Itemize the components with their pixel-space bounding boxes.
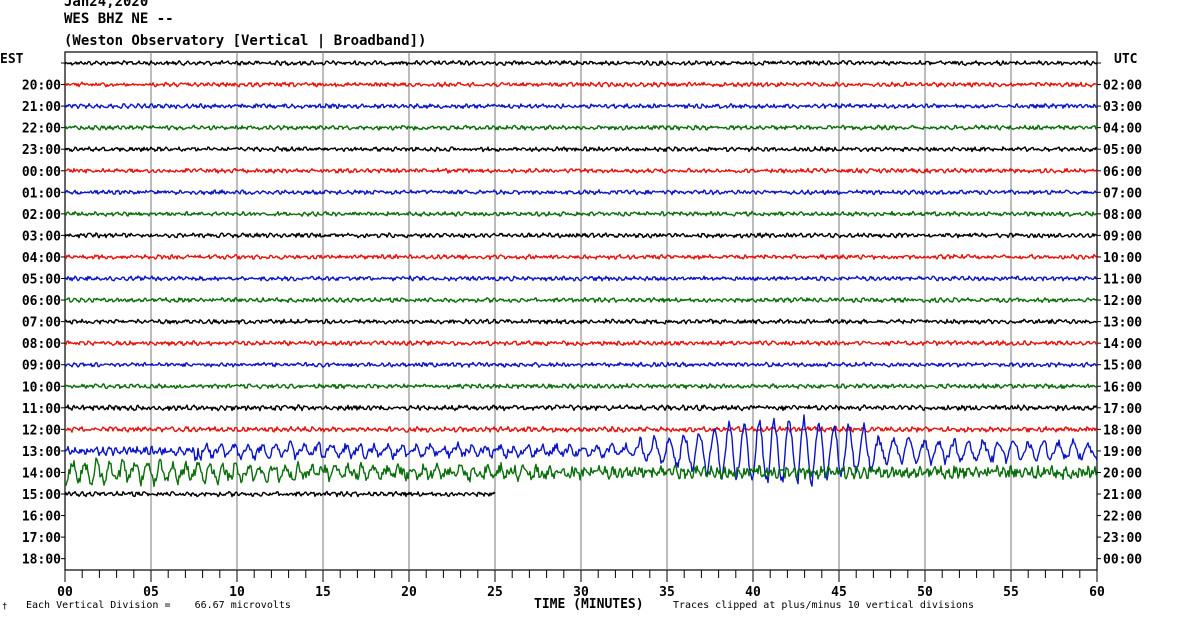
utc-hour-label: 22:00 xyxy=(1103,510,1142,525)
trace-line xyxy=(64,81,1098,88)
utc-hour-label: 15:00 xyxy=(1103,359,1142,374)
utc-hour-label: 09:00 xyxy=(1103,229,1142,244)
trace-line xyxy=(64,490,496,498)
utc-hour-label: 19:00 xyxy=(1103,445,1142,460)
est-hour-label: 10:00 xyxy=(22,380,61,395)
trace-line xyxy=(64,146,1098,153)
trace-line xyxy=(64,340,1098,347)
x-tick-label: 30 xyxy=(573,585,589,600)
trace-line xyxy=(64,361,1098,368)
trace-line xyxy=(64,383,1098,390)
est-hour-label: 17:00 xyxy=(22,531,61,546)
est-hour-label: 04:00 xyxy=(22,251,61,266)
trace-line xyxy=(64,425,1098,433)
trace-line xyxy=(64,59,1098,67)
chart-date: Jan24,2020 xyxy=(64,0,149,10)
utc-hour-label: 04:00 xyxy=(1103,122,1142,137)
utc-hour-label: 10:00 xyxy=(1103,251,1142,266)
trace-line xyxy=(64,232,1098,239)
observatory-name: (Weston Observatory [Vertical | Broadban… xyxy=(64,33,427,49)
x-tick-label: 15 xyxy=(315,585,331,600)
utc-hour-label: 03:00 xyxy=(1103,100,1142,115)
trace-line xyxy=(64,457,1098,488)
est-hour-label: 21:00 xyxy=(22,100,61,115)
utc-hour-label: 08:00 xyxy=(1103,208,1142,223)
x-tick-label: 00 xyxy=(57,585,73,600)
est-hour-label: 02:00 xyxy=(22,208,61,223)
utc-hour-label: 16:00 xyxy=(1103,380,1142,395)
est-hour-label: 22:00 xyxy=(22,122,61,137)
trace-line xyxy=(64,124,1098,131)
x-tick-label: 25 xyxy=(487,585,503,600)
est-hour-label: 11:00 xyxy=(22,402,61,417)
utc-hour-label: 06:00 xyxy=(1103,165,1142,180)
x-tick-label: 05 xyxy=(143,585,159,600)
est-hour-label: 07:00 xyxy=(22,316,61,331)
trace-line xyxy=(64,414,1098,487)
utc-hour-label: 12:00 xyxy=(1103,294,1142,309)
est-hour-label: 16:00 xyxy=(22,510,61,525)
utc-hour-label: 23:00 xyxy=(1103,531,1142,546)
right-timezone-label: UTC xyxy=(1114,52,1138,67)
est-hour-label: 00:00 xyxy=(22,165,61,180)
est-hour-label: 08:00 xyxy=(22,337,61,352)
trace-line xyxy=(64,297,1098,304)
utc-hour-label: 02:00 xyxy=(1103,79,1142,94)
est-hour-label: 06:00 xyxy=(22,294,61,309)
est-hour-label: 20:00 xyxy=(22,79,61,94)
x-tick-label: 60 xyxy=(1089,585,1105,600)
est-hour-label: 09:00 xyxy=(22,359,61,374)
utc-hour-label: 21:00 xyxy=(1103,488,1142,503)
est-hour-label: 14:00 xyxy=(22,466,61,481)
x-tick-label: 50 xyxy=(917,585,933,600)
x-tick-label: 35 xyxy=(659,585,675,600)
est-hour-label: 12:00 xyxy=(22,423,61,438)
est-hour-label: 05:00 xyxy=(22,273,61,288)
trace-line xyxy=(64,404,1098,412)
x-tick-label: 40 xyxy=(745,585,761,600)
est-hour-label: 01:00 xyxy=(22,186,61,201)
x-tick-label: 45 xyxy=(831,585,847,600)
utc-hour-label: 11:00 xyxy=(1103,273,1142,288)
x-tick-label: 20 xyxy=(401,585,417,600)
utc-hour-label: 00:00 xyxy=(1103,553,1142,568)
utc-hour-label: 20:00 xyxy=(1103,466,1142,481)
trace-line xyxy=(64,275,1098,282)
utc-hour-label: 17:00 xyxy=(1103,402,1142,417)
est-hour-label: 03:00 xyxy=(22,229,61,244)
trace-line xyxy=(64,102,1098,110)
utc-hour-label: 07:00 xyxy=(1103,186,1142,201)
vertical-division-note: Each Vertical Division = 66.67 microvolt… xyxy=(26,600,291,611)
left-timezone-label: EST xyxy=(0,52,24,67)
x-tick-label: 10 xyxy=(229,585,245,600)
est-hour-label: 23:00 xyxy=(22,143,61,158)
footer-mark: † xyxy=(2,602,8,612)
trace-line xyxy=(64,318,1098,325)
trace-line xyxy=(64,189,1098,196)
trace-line xyxy=(64,210,1098,217)
x-axis-label: TIME (MINUTES) xyxy=(534,597,644,612)
utc-hour-label: 13:00 xyxy=(1103,316,1142,331)
est-hour-label: 13:00 xyxy=(22,445,61,460)
station-code: WES BHZ NE -- xyxy=(64,11,174,27)
utc-hour-label: 05:00 xyxy=(1103,143,1142,158)
clipping-note: Traces clipped at plus/minus 10 vertical… xyxy=(673,600,975,611)
trace-line xyxy=(64,253,1098,260)
est-hour-label: 18:00 xyxy=(22,553,61,568)
x-tick-label: 55 xyxy=(1003,585,1019,600)
utc-hour-label: 18:00 xyxy=(1103,423,1142,438)
utc-hour-label: 14:00 xyxy=(1103,337,1142,352)
trace-line xyxy=(64,167,1098,174)
est-hour-label: 15:00 xyxy=(22,488,61,503)
